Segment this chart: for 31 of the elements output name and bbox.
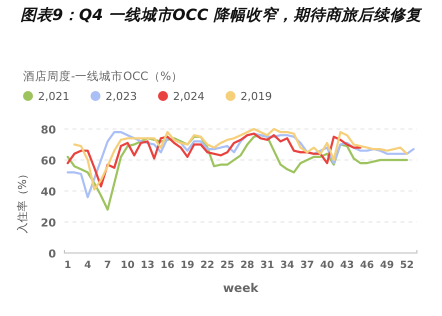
x-tick-label: 46: [360, 260, 374, 271]
x-tick-label: 16: [160, 260, 174, 271]
x-tick-label: 49: [380, 260, 394, 271]
x-tick-label: 28: [240, 260, 254, 271]
legend-label: 2,024: [173, 90, 204, 103]
y-tick-label: 60: [40, 154, 56, 168]
x-tick-label: 34: [280, 260, 294, 271]
x-tick-label: 25: [220, 260, 234, 271]
x-tick-label: 1: [64, 260, 72, 271]
x-tick-label: 37: [300, 260, 314, 271]
legend-label: 2,023: [106, 90, 137, 103]
x-tick-label: 22: [200, 260, 214, 271]
x-tick-label: 13: [140, 260, 155, 271]
x-tick-label: 7: [104, 260, 112, 271]
y-axis-title: 入住率（%）: [16, 168, 29, 234]
chart-subtitle: 酒店周度-一线城市OCC（%）: [23, 69, 184, 83]
x-tick-label: 31: [260, 260, 274, 271]
y-tick-label: 0: [48, 248, 56, 260]
x-axis-title: week: [222, 281, 260, 295]
y-tick-label: 20: [40, 216, 56, 230]
y-tick-label: 40: [40, 186, 56, 198]
x-tick-label: 19: [180, 260, 194, 271]
x-tick-label: 4: [84, 260, 92, 271]
legend-label: 2,021: [38, 90, 70, 103]
x-tick-label: 52: [400, 260, 414, 271]
y-tick-label: 80: [40, 124, 56, 136]
x-tick-label: 40: [320, 260, 334, 271]
legend-label: 2,019: [240, 90, 272, 103]
x-tick-label: 10: [120, 260, 135, 271]
x-tick-label: 43: [340, 260, 354, 271]
chart-title: 图表9：Q4 一线城市OCC 降幅收窄，期待商旅后续修复: [20, 6, 423, 24]
